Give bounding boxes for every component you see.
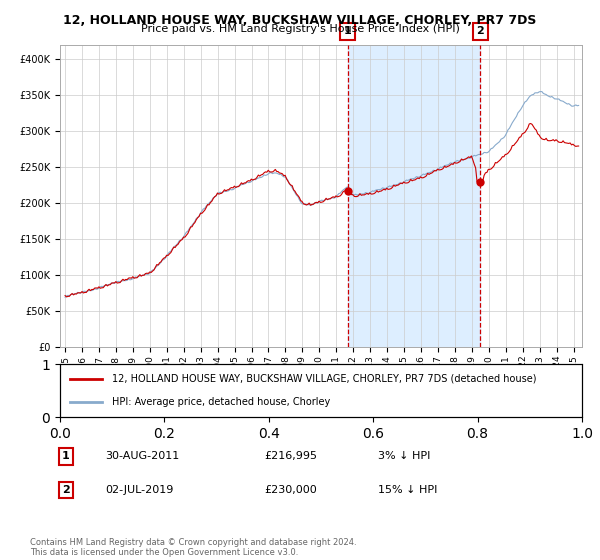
Text: 2: 2 [62,485,70,495]
Text: 12, HOLLAND HOUSE WAY, BUCKSHAW VILLAGE, CHORLEY, PR7 7DS (detached house): 12, HOLLAND HOUSE WAY, BUCKSHAW VILLAGE,… [112,374,537,384]
Text: Price paid vs. HM Land Registry's House Price Index (HPI): Price paid vs. HM Land Registry's House … [140,24,460,34]
Text: 1: 1 [344,26,352,36]
Text: HPI: Average price, detached house, Chorley: HPI: Average price, detached house, Chor… [112,397,331,407]
Text: 15% ↓ HPI: 15% ↓ HPI [378,485,437,495]
Text: 1: 1 [62,451,70,461]
Text: 02-JUL-2019: 02-JUL-2019 [105,485,173,495]
Text: Contains HM Land Registry data © Crown copyright and database right 2024.
This d: Contains HM Land Registry data © Crown c… [30,538,356,557]
Text: 12, HOLLAND HOUSE WAY, BUCKSHAW VILLAGE, CHORLEY, PR7 7DS: 12, HOLLAND HOUSE WAY, BUCKSHAW VILLAGE,… [64,14,536,27]
Text: 3% ↓ HPI: 3% ↓ HPI [378,451,430,461]
Bar [347,45,481,347]
Text: £216,995: £216,995 [264,451,317,461]
Text: 30-AUG-2011: 30-AUG-2011 [105,451,179,461]
Text: £230,000: £230,000 [264,485,317,495]
Text: 2: 2 [476,26,484,36]
